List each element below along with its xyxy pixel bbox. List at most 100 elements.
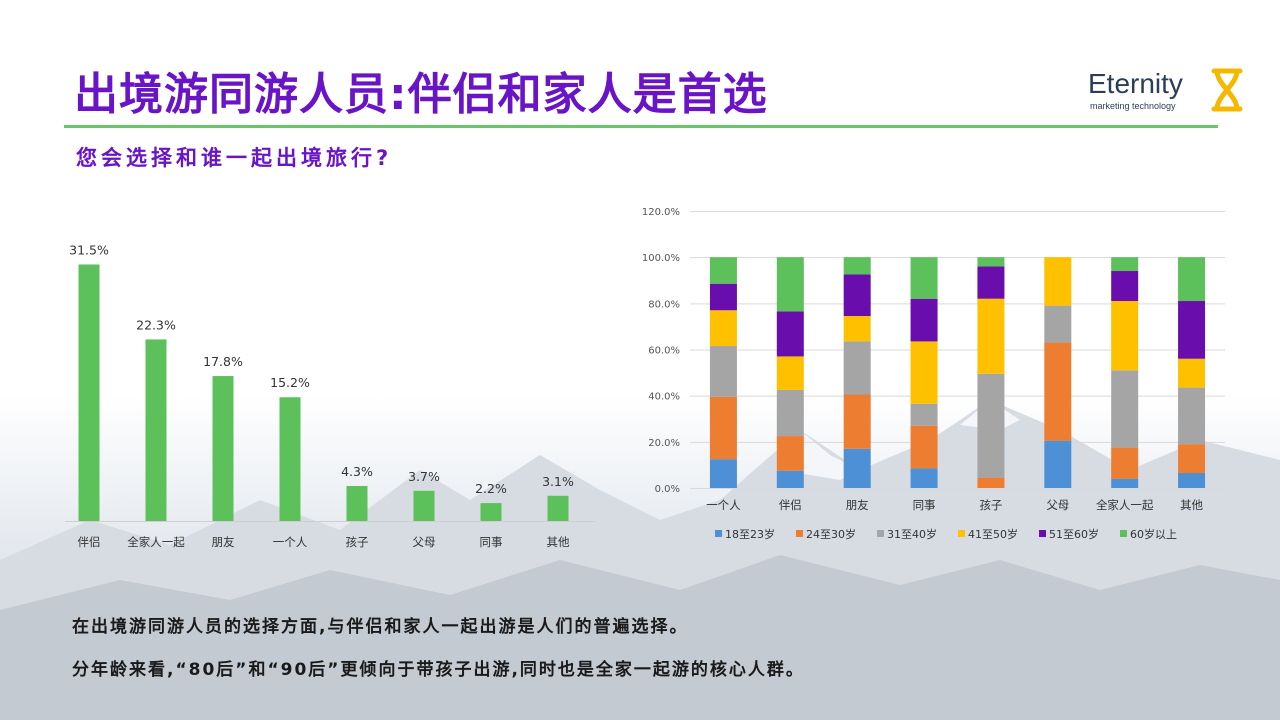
stack-segment-5-2 bbox=[843, 257, 871, 275]
bar-3 bbox=[279, 397, 301, 521]
stack-segment-4-3 bbox=[910, 298, 938, 342]
summary-line-1: 在出境游同游人员的选择方面,与伴侣和家人一起出游是人们的普遍选择。 bbox=[72, 617, 689, 637]
legend-swatch-1 bbox=[796, 530, 803, 537]
stack-segment-4-7 bbox=[1178, 301, 1206, 359]
stack-segment-1-0 bbox=[709, 396, 737, 460]
category-label: 朋友 bbox=[212, 535, 235, 549]
legend-label: 18至23岁 bbox=[725, 527, 775, 541]
stack-segment-1-2 bbox=[843, 394, 871, 449]
legend-label: 51至60岁 bbox=[1049, 527, 1099, 541]
legend-swatch-2 bbox=[877, 530, 884, 537]
stack-segment-3-3 bbox=[910, 341, 938, 404]
stack-segment-1-6 bbox=[1111, 447, 1139, 479]
category-label: 全家人一起 bbox=[127, 535, 185, 549]
stack-segment-5-6 bbox=[1111, 257, 1139, 272]
bar-5 bbox=[413, 490, 435, 521]
category-label: 全家人一起 bbox=[1096, 498, 1154, 512]
bar-6 bbox=[480, 503, 502, 521]
bar-value-label: 22.3% bbox=[136, 317, 176, 332]
legend-swatch-5 bbox=[1120, 530, 1127, 537]
stack-segment-2-7 bbox=[1178, 387, 1206, 445]
stack-segment-0-5 bbox=[1044, 440, 1072, 488]
stack-segment-5-0 bbox=[709, 257, 737, 284]
stack-segment-2-0 bbox=[709, 346, 737, 397]
legend-swatch-4 bbox=[1039, 530, 1046, 537]
category-label: 其他 bbox=[547, 535, 570, 549]
stack-segment-3-7 bbox=[1178, 358, 1206, 388]
category-label: 其他 bbox=[1180, 498, 1203, 512]
stack-segment-5-7 bbox=[1178, 257, 1206, 302]
bar-4 bbox=[346, 485, 368, 521]
legend-label: 31至40岁 bbox=[887, 527, 937, 541]
page-subtitle: 您会选择和谁一起出境旅行? bbox=[76, 146, 393, 170]
stack-segment-0-7 bbox=[1178, 472, 1206, 488]
bar-value-label: 4.3% bbox=[341, 464, 373, 479]
bar-value-label: 3.1% bbox=[542, 474, 574, 489]
category-label: 朋友 bbox=[846, 498, 869, 512]
category-label: 伴侣 bbox=[78, 535, 101, 549]
stack-segment-3-6 bbox=[1111, 301, 1139, 371]
stack-segment-2-2 bbox=[843, 341, 871, 395]
y-tick-label: 40.0% bbox=[648, 392, 680, 403]
bar-value-label: 15.2% bbox=[270, 375, 310, 390]
category-label: 孩子 bbox=[346, 535, 369, 549]
category-label: 同事 bbox=[480, 535, 503, 549]
bar-value-label: 17.8% bbox=[203, 354, 243, 369]
stack-segment-0-6 bbox=[1111, 478, 1139, 488]
title-divider bbox=[64, 125, 1218, 128]
stack-segment-2-5 bbox=[1044, 305, 1072, 343]
category-label: 伴侣 bbox=[779, 498, 802, 512]
page-title: 出境游同游人员:伴侣和家人是首选 bbox=[74, 69, 768, 120]
stack-segment-1-5 bbox=[1044, 342, 1072, 441]
stack-segment-3-4 bbox=[977, 298, 1005, 374]
stack-segment-2-1 bbox=[776, 389, 804, 437]
y-tick-label: 20.0% bbox=[648, 438, 680, 449]
legend-label: 60岁以上 bbox=[1130, 527, 1177, 541]
stack-segment-4-4 bbox=[977, 266, 1005, 299]
stack-segment-0-3 bbox=[910, 468, 938, 488]
category-label: 父母 bbox=[1046, 498, 1069, 512]
legend-swatch-3 bbox=[958, 530, 965, 537]
stack-segment-0-1 bbox=[776, 470, 804, 488]
legend-swatch-0 bbox=[715, 530, 722, 537]
stack-segment-1-4 bbox=[977, 477, 1005, 488]
bar-2 bbox=[212, 376, 234, 521]
stack-segment-4-1 bbox=[776, 311, 804, 357]
y-tick-label: 0.0% bbox=[655, 484, 680, 495]
stack-segment-3-5 bbox=[1044, 257, 1072, 306]
eternity-logo: Eternity marketing technology bbox=[1088, 68, 1248, 114]
stack-segment-3-1 bbox=[776, 356, 804, 390]
y-tick-label: 80.0% bbox=[648, 299, 680, 310]
stack-segment-5-4 bbox=[977, 257, 1005, 267]
legend-label: 24至30岁 bbox=[806, 527, 856, 541]
category-label: 同事 bbox=[913, 498, 936, 512]
stack-segment-0-0 bbox=[709, 459, 737, 488]
y-tick-label: 120.0% bbox=[642, 207, 680, 218]
stack-segment-1-3 bbox=[910, 425, 938, 469]
logo-name: Eternity bbox=[1088, 68, 1183, 99]
stack-segment-3-2 bbox=[843, 316, 871, 342]
stack-segment-4-0 bbox=[709, 283, 737, 311]
logo-tagline: marketing technology bbox=[1090, 101, 1176, 111]
y-tick-label: 60.0% bbox=[648, 346, 680, 357]
summary-line-2: 分年龄来看,“80后”和“90后”更倾向于带孩子出游,同时也是全家一起游的核心人… bbox=[72, 660, 805, 680]
bar-value-label: 31.5% bbox=[69, 243, 109, 258]
bar-1 bbox=[145, 339, 167, 521]
stack-segment-1-7 bbox=[1178, 444, 1206, 473]
stack-segment-5-3 bbox=[910, 257, 938, 299]
category-label: 孩子 bbox=[979, 498, 1002, 512]
stack-segment-5-1 bbox=[776, 257, 804, 312]
stack-segment-4-6 bbox=[1111, 271, 1139, 302]
category-label: 一个人 bbox=[706, 498, 741, 512]
hourglass-icon bbox=[1211, 68, 1243, 112]
stack-segment-3-0 bbox=[709, 310, 737, 347]
category-label: 一个人 bbox=[273, 535, 308, 549]
bar-value-label: 2.2% bbox=[475, 481, 507, 496]
bar-value-label: 3.7% bbox=[408, 469, 440, 484]
legend-label: 41至50岁 bbox=[968, 527, 1018, 541]
stack-segment-0-2 bbox=[843, 448, 871, 488]
stack-segment-4-2 bbox=[843, 274, 871, 317]
stack-segment-1-1 bbox=[776, 436, 804, 471]
stack-segment-2-3 bbox=[910, 403, 938, 426]
